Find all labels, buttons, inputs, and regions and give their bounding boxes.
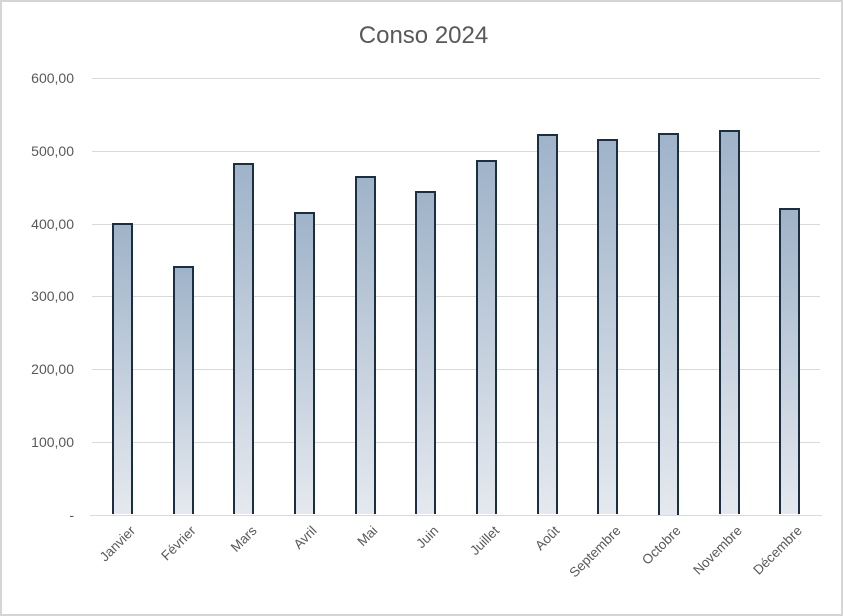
x-axis-label-novembre: Novembre: [689, 522, 745, 578]
bar-mai[interactable]: [354, 176, 376, 515]
y-axis-label-600: 600,00: [31, 70, 74, 86]
x-axis-label-juin: Juin: [413, 522, 442, 551]
bar-decembre[interactable]: [779, 208, 801, 515]
bar-juillet[interactable]: [475, 160, 497, 515]
y-axis-label-500: 500,00: [31, 142, 74, 159]
bar-janvier[interactable]: [111, 222, 133, 515]
x-axis-label-aout: Août: [532, 522, 563, 553]
gridline-600: [92, 78, 820, 79]
x-axis-label-septembre: Septembre: [565, 522, 624, 580]
bar-juin[interactable]: [415, 191, 437, 515]
bar-septembre[interactable]: [597, 139, 619, 515]
x-axis-label-juillet: Juillet: [466, 522, 502, 558]
x-axis-label-octobre: Octobre: [639, 522, 684, 568]
gridline-200: [92, 369, 820, 370]
y-axis-label-200: 200,00: [31, 361, 74, 377]
gridline-100: [92, 441, 820, 443]
x-axis-line: [90, 514, 822, 516]
chart-title[interactable]: Conso 2024: [358, 22, 489, 49]
x-axis-label-decembre: Décembre: [750, 522, 806, 578]
gridline-300: [92, 296, 820, 298]
bar-octobre[interactable]: [657, 132, 679, 515]
y-axis-label-100: 100,00: [31, 433, 74, 450]
y-axis-label-400: 400,00: [31, 215, 74, 232]
gridline-400: [92, 223, 820, 225]
bar-novembre[interactable]: [718, 130, 740, 515]
x-axis-label-fevrier: Février: [158, 522, 199, 563]
bar-fevrier[interactable]: [172, 266, 194, 515]
bar-aout[interactable]: [536, 134, 558, 515]
bar-mars[interactable]: [233, 163, 255, 515]
x-axis-label-mai: Mai: [354, 522, 381, 549]
y-axis-label-0: -: [69, 506, 74, 523]
y-axis-label-300: 300,00: [31, 288, 74, 305]
gridline-500: [92, 150, 820, 152]
x-axis-label-mars: Mars: [227, 522, 260, 555]
x-axis-label-avril: Avril: [290, 522, 320, 552]
bar-avril[interactable]: [293, 211, 315, 515]
x-axis-label-janvier: Janvier: [96, 522, 138, 564]
